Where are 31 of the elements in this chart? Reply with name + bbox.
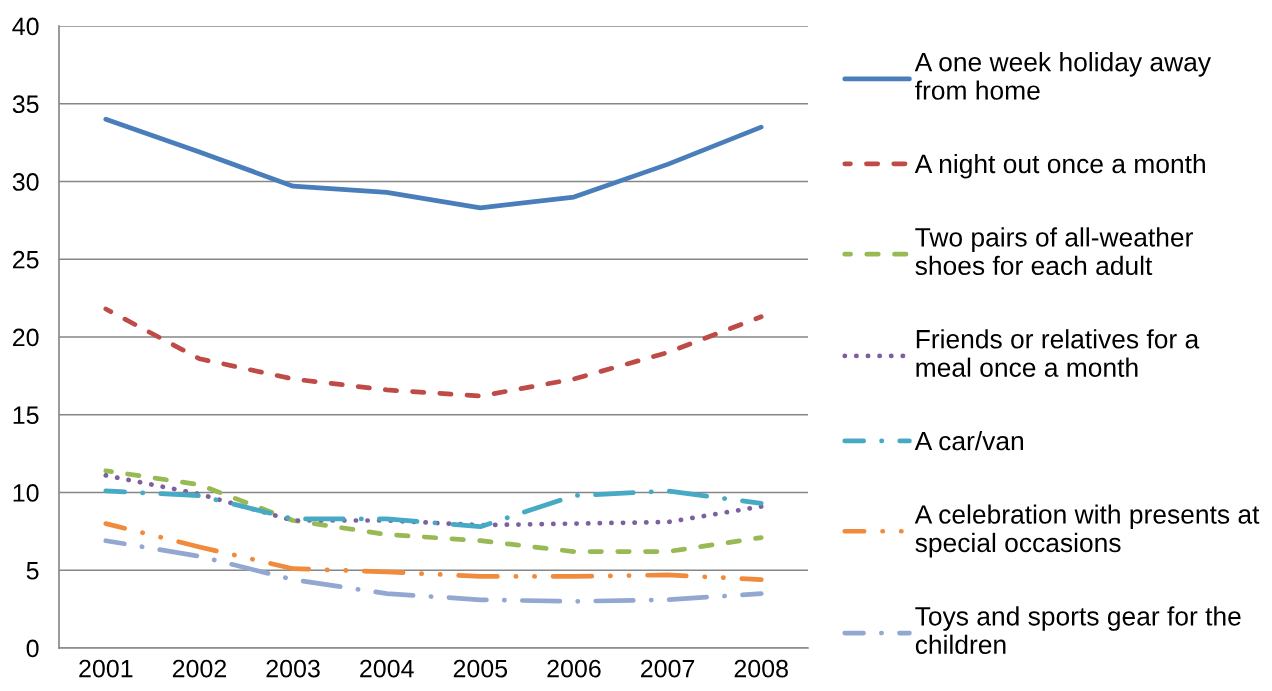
x-tick-label: 2002 xyxy=(172,659,226,678)
legend-label: A car/van xyxy=(914,430,1024,451)
y-tick-label: 30 xyxy=(12,173,39,191)
x-tick-label: 2003 xyxy=(266,659,320,678)
y-tick-label: 25 xyxy=(13,250,39,269)
line-series xyxy=(103,521,764,582)
line-series xyxy=(103,116,764,211)
line-series xyxy=(103,488,764,530)
y-tick-label: 40 xyxy=(12,17,39,36)
x-tick-label: 2005 xyxy=(453,659,508,678)
legend-label: A celebration with presents at special occasions xyxy=(914,504,1260,558)
legend-label: Friends or relatives for a meal once a month xyxy=(916,329,1200,377)
x-tick-label: 2008 xyxy=(734,659,788,678)
y-tick-label: 15 xyxy=(13,406,39,425)
legend-label: Toys and sports gear for the children xyxy=(915,606,1241,655)
y-tick-label: 5 xyxy=(26,562,39,580)
x-tick-label: 2007 xyxy=(641,659,695,678)
y-tick-label: 35 xyxy=(12,95,39,114)
x-tick-label: 2006 xyxy=(547,659,601,678)
line-series xyxy=(103,306,764,399)
line-series xyxy=(103,468,764,554)
y-tick-label: 0 xyxy=(26,639,39,658)
y-tick-label: 10 xyxy=(13,484,39,502)
x-tick-label: 2004 xyxy=(360,659,414,678)
legend-label: A night out once a month xyxy=(914,153,1205,179)
legend-label: Two pairs of all-weather shoes for each adult xyxy=(915,227,1193,276)
x-tick-label: 2001 xyxy=(79,659,133,678)
line-series xyxy=(103,538,764,604)
y-tick-label: 20 xyxy=(13,328,39,347)
legend-label: A one week holiday away from home xyxy=(914,52,1211,100)
line-series xyxy=(103,473,764,528)
